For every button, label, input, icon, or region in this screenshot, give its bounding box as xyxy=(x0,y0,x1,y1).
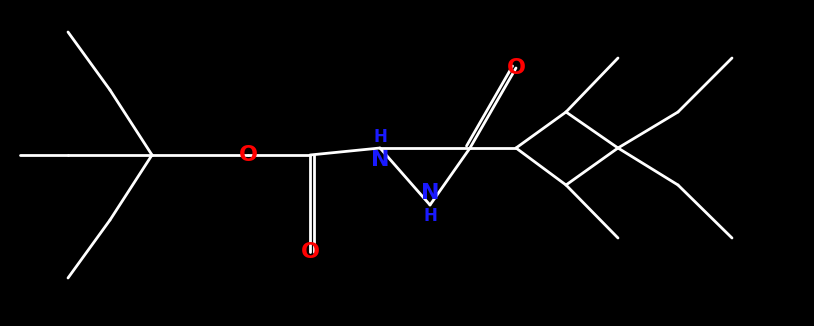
Text: O: O xyxy=(300,242,320,262)
Text: N: N xyxy=(421,183,440,203)
Text: H: H xyxy=(423,207,437,225)
Text: H: H xyxy=(373,128,387,146)
Text: O: O xyxy=(506,58,526,78)
Text: O: O xyxy=(239,145,257,165)
Text: N: N xyxy=(370,150,389,170)
